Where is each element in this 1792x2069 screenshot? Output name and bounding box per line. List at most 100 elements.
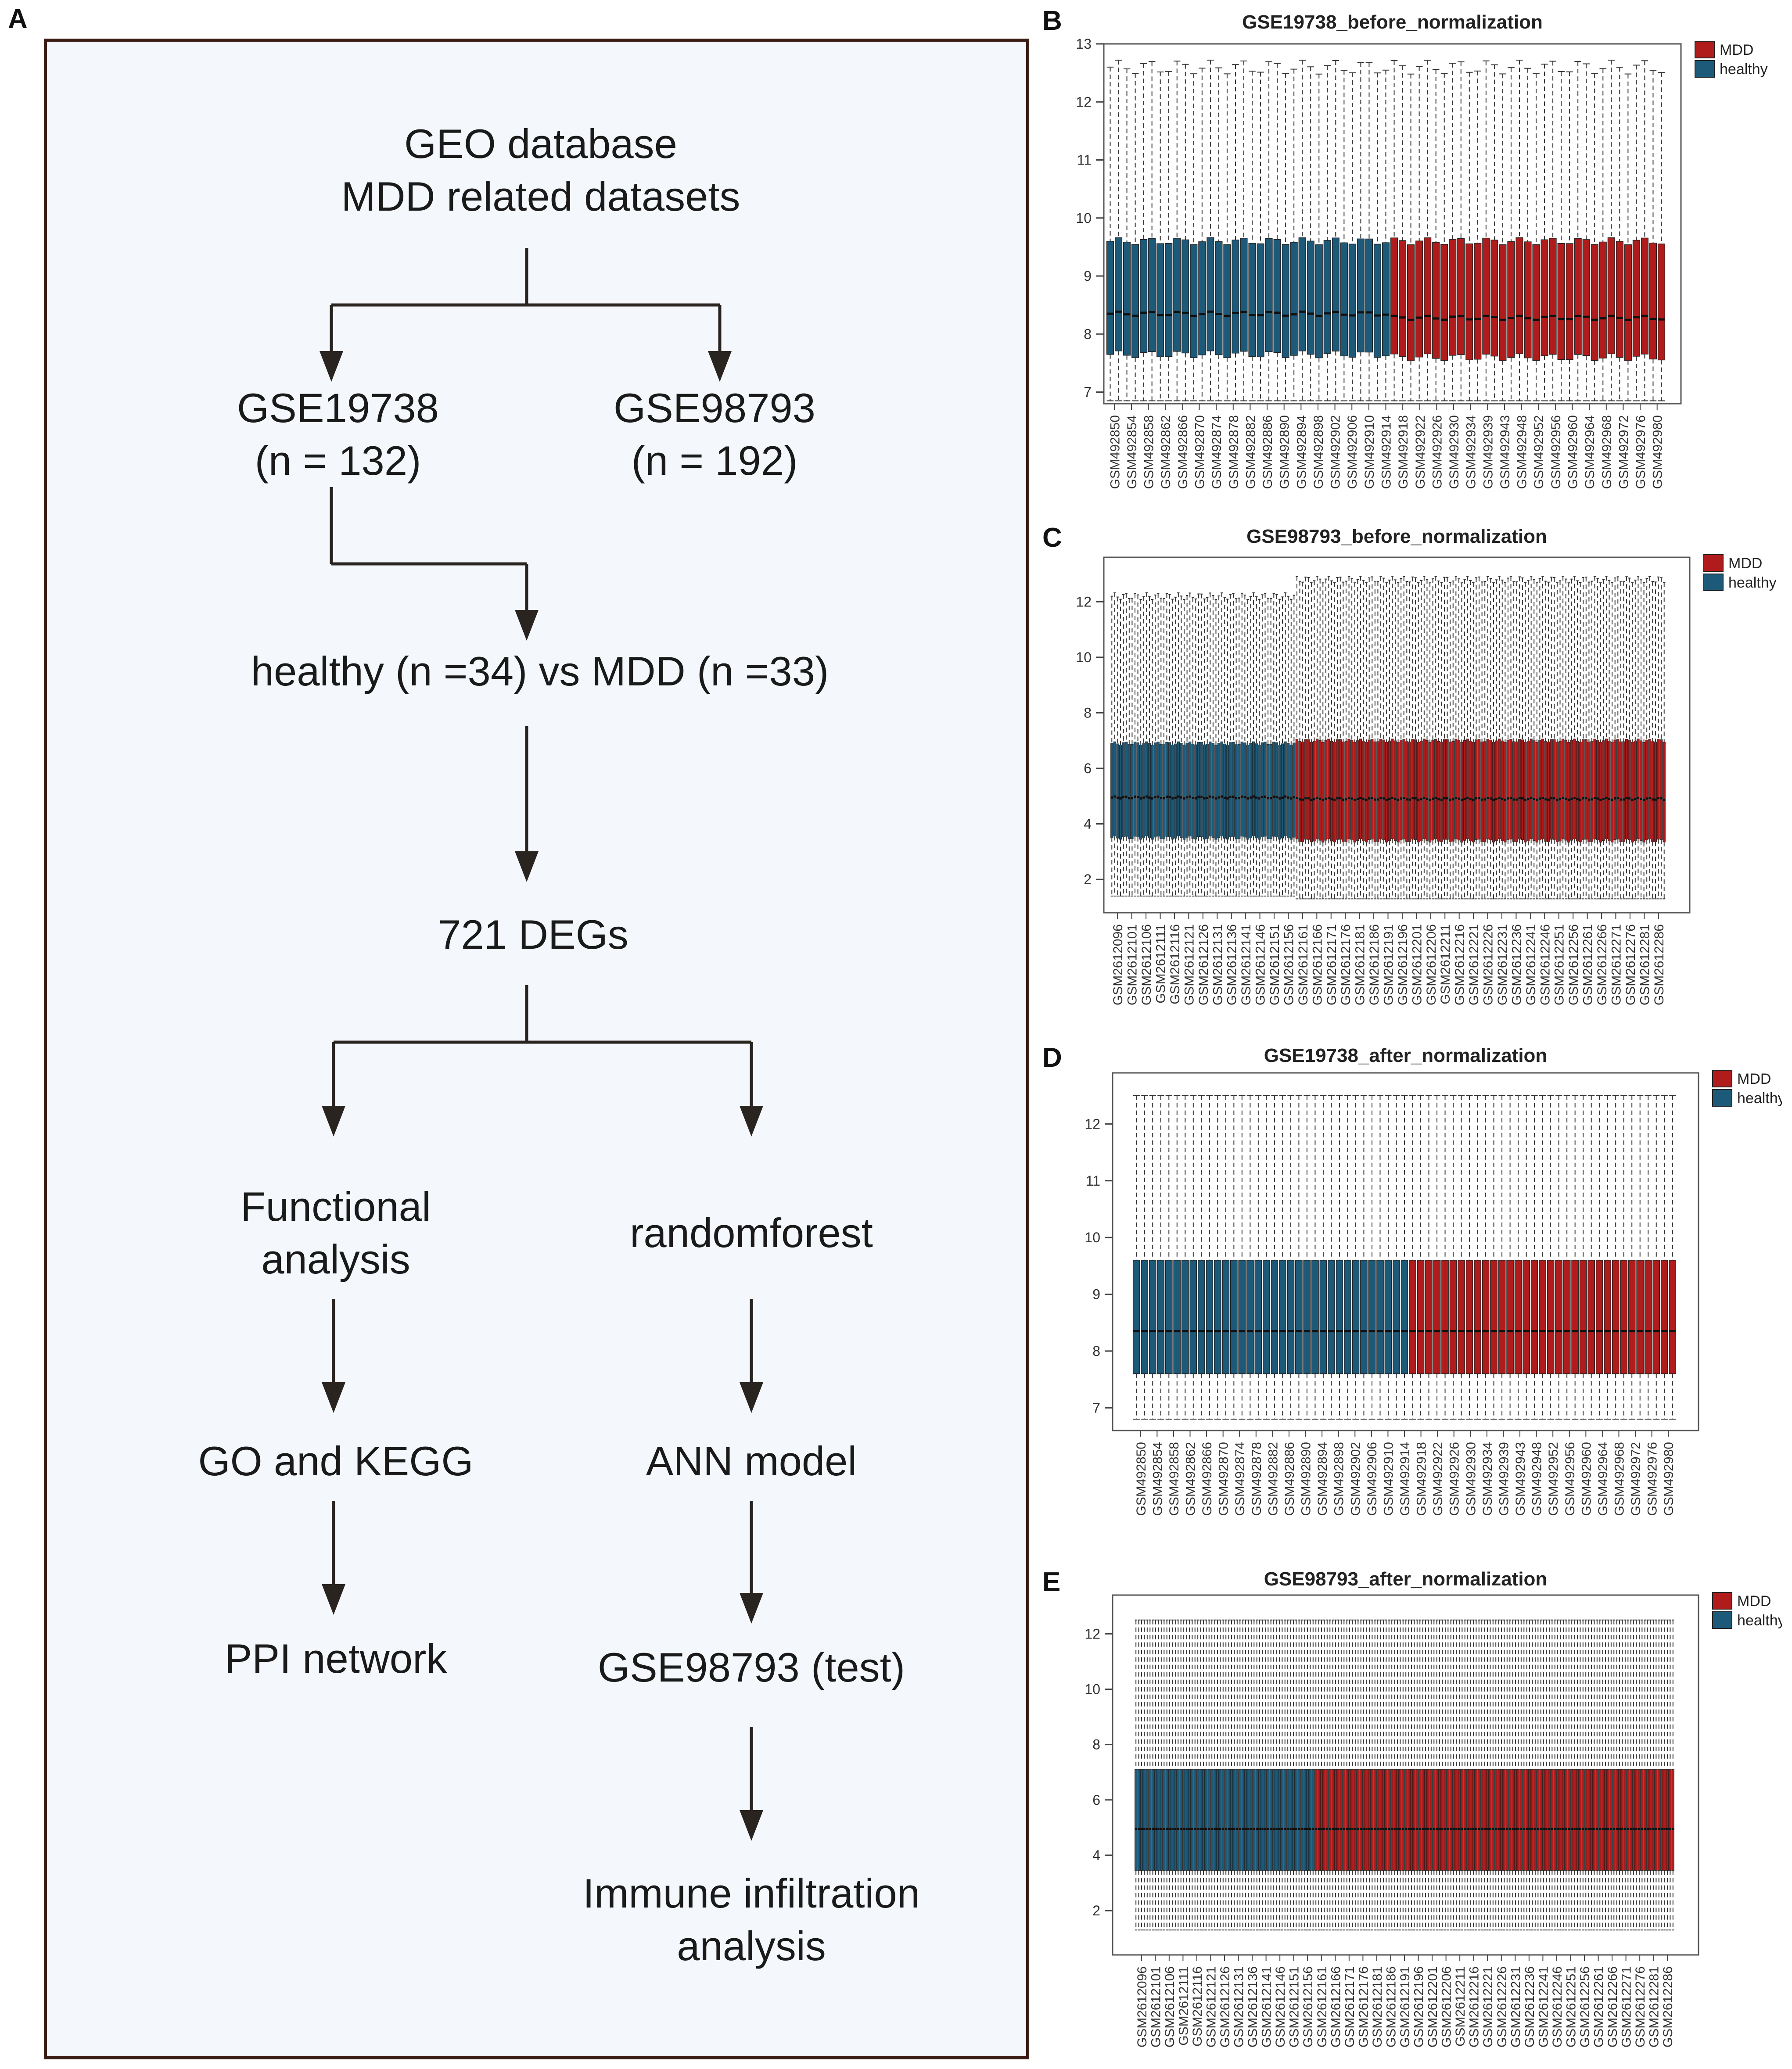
box-healthy (1199, 1769, 1202, 1871)
x-tick-label: GSM2612286 (1661, 1966, 1675, 2047)
x-tick-label: GSM492939 (1481, 415, 1495, 489)
box-mdd (1440, 742, 1443, 843)
flow-geo-line1: GEO database (404, 121, 677, 167)
box-mdd (1539, 1260, 1546, 1374)
x-tick-label: GSM492858 (1142, 415, 1156, 489)
x-tick-label: GSM492898 (1332, 1442, 1347, 1516)
legend-label-healthy: healthy (1720, 61, 1768, 78)
box-mdd (1559, 1769, 1562, 1871)
box-mdd (1362, 741, 1365, 841)
box-group (1110, 576, 1666, 900)
box-healthy (1190, 244, 1198, 358)
box-healthy (1135, 1769, 1138, 1871)
x-tick-label: GSM2612216 (1453, 924, 1467, 1005)
box-mdd (1610, 742, 1614, 843)
x-tick-label: GSM2612151 (1287, 1966, 1302, 2047)
box-mdd (1407, 244, 1415, 361)
box-healthy (1214, 1260, 1221, 1374)
x-tick-label: GSM2612191 (1398, 1966, 1412, 2047)
box-mdd (1528, 1769, 1531, 1871)
box-mdd (1637, 739, 1640, 839)
box-healthy (1165, 742, 1168, 837)
x-tick-label: GSM2612276 (1633, 1966, 1648, 2047)
x-tick-label: GSM492930 (1447, 415, 1462, 489)
box-mdd (1452, 1769, 1455, 1871)
x-tick-label: GSM2612221 (1481, 1966, 1495, 2047)
x-tick-label: GSM2612231 (1495, 924, 1510, 1005)
box-mdd (1523, 1769, 1526, 1871)
box-mdd (1517, 1769, 1520, 1871)
box-healthy (1219, 1769, 1222, 1871)
box-healthy (1232, 240, 1239, 354)
box-healthy (1373, 244, 1382, 358)
box-healthy (1143, 1769, 1146, 1871)
box-healthy (1249, 743, 1252, 838)
box-healthy (1298, 237, 1306, 351)
box-mdd (1460, 742, 1463, 843)
legend-label-mdd: MDD (1737, 1593, 1771, 1610)
box-healthy (1289, 745, 1293, 840)
x-tick-label: GSM492866 (1176, 415, 1190, 489)
box-healthy (1137, 1769, 1140, 1871)
box-mdd (1539, 1769, 1542, 1871)
x-tick-label: GSM2612176 (1356, 1966, 1371, 2047)
x-tick-label: GSM2612261 (1581, 924, 1595, 1005)
flow-gse19738-name: GSE19738 (237, 385, 439, 431)
y-tick-label: 10 (1085, 1230, 1100, 1245)
legend-label-healthy: healthy (1737, 1612, 1782, 1629)
box-healthy (1307, 240, 1314, 355)
x-tick-label: GSM492910 (1381, 1442, 1396, 1516)
box-mdd (1574, 238, 1582, 355)
x-tick-label: GSM2612281 (1638, 924, 1652, 1005)
box-healthy (1179, 1769, 1182, 1871)
box-mdd (1666, 1769, 1669, 1871)
box-mdd (1551, 1769, 1554, 1871)
x-tick-label: GSM2612156 (1282, 924, 1296, 1005)
box-healthy (1133, 742, 1137, 837)
box-mdd (1447, 1769, 1450, 1871)
box-mdd (1500, 1769, 1503, 1871)
box-healthy (1181, 239, 1189, 354)
box-healthy (1250, 1769, 1253, 1871)
box-healthy (1230, 1260, 1238, 1374)
x-tick-label: GSM2612151 (1268, 924, 1282, 1005)
box-mdd (1489, 739, 1492, 840)
box-mdd (1503, 1769, 1506, 1871)
box-healthy (1266, 744, 1270, 839)
box-healthy (1197, 742, 1200, 837)
box-mdd (1315, 739, 1319, 839)
box-mdd (1599, 742, 1602, 843)
box-healthy (1156, 742, 1160, 837)
x-tick-label: GSM2612236 (1523, 1966, 1537, 2047)
box-mdd (1649, 1769, 1652, 1871)
x-tick-label: GSM492870 (1217, 1442, 1231, 1516)
box-healthy (1376, 1260, 1384, 1374)
box-healthy (1207, 237, 1214, 351)
x-tick-label: GSM492862 (1159, 415, 1173, 489)
box-mdd (1654, 742, 1657, 842)
box-mdd (1408, 742, 1411, 842)
box-mdd (1486, 1769, 1489, 1871)
box-mdd (1362, 1769, 1365, 1871)
box-mdd (1518, 739, 1521, 839)
panel-label-b: B (1042, 6, 1062, 36)
box-mdd (1393, 1769, 1396, 1871)
box-healthy (1306, 1769, 1309, 1871)
y-tick-label: 8 (1084, 326, 1092, 342)
box-healthy (1401, 1260, 1408, 1374)
box-healthy (1185, 1769, 1188, 1871)
x-tick-label: GSM2612256 (1578, 1966, 1592, 2047)
box-mdd (1581, 1769, 1584, 1871)
box-healthy (1171, 1769, 1174, 1871)
x-tick-label: GSM492906 (1365, 1442, 1379, 1516)
box-mdd (1632, 1769, 1635, 1871)
x-tick-label: GSM2612251 (1564, 1966, 1578, 2047)
box-healthy (1265, 238, 1273, 352)
box-mdd (1356, 740, 1359, 841)
box-mdd (1449, 239, 1457, 356)
box-mdd (1425, 1260, 1433, 1374)
x-tick-label: GSM492976 (1634, 415, 1648, 489)
box-mdd (1399, 739, 1403, 840)
chart-title: GSE98793_after_normalization (1264, 1569, 1548, 1590)
x-tick-label: GSM2612271 (1620, 1966, 1634, 2047)
